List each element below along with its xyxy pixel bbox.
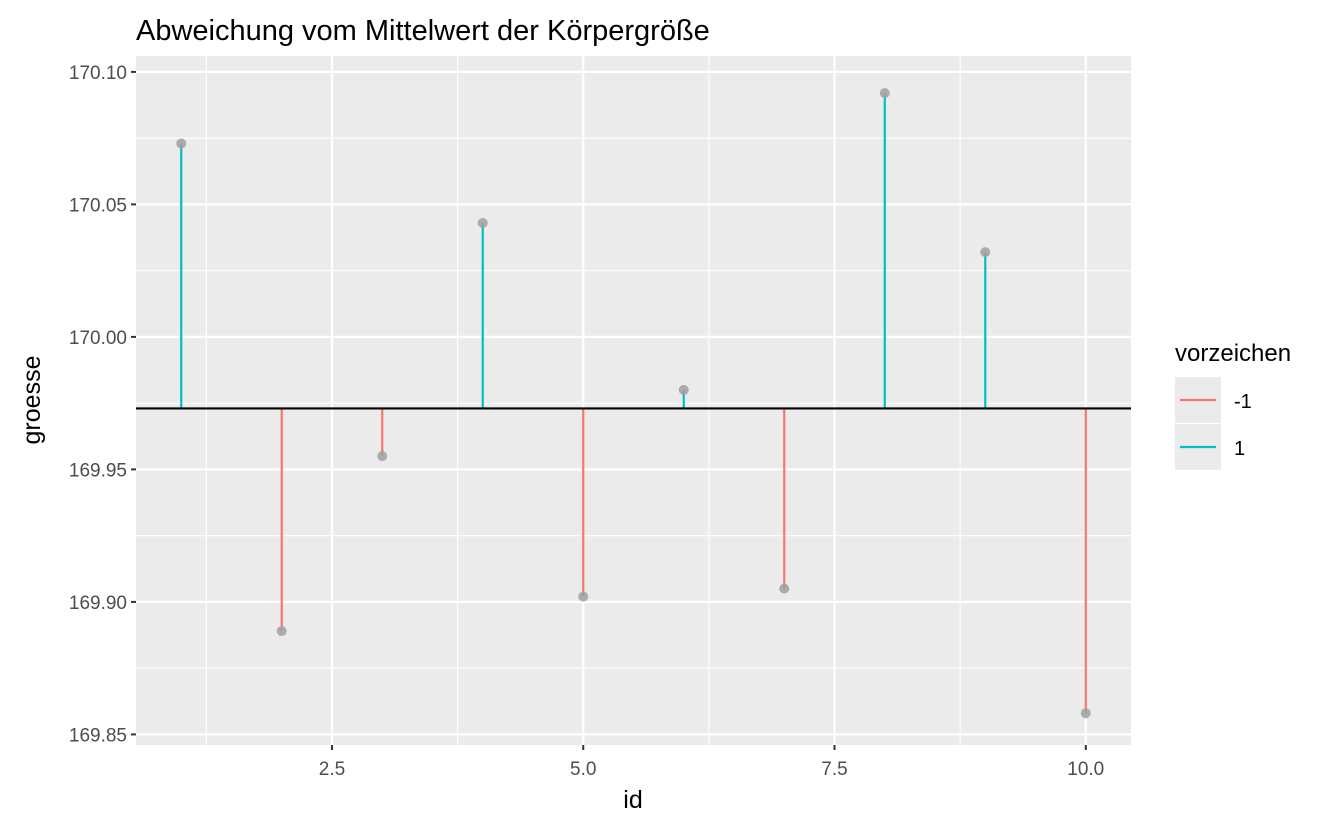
y-tick-label: 170.05 xyxy=(69,195,127,216)
data-point xyxy=(779,583,790,594)
y-axis-label: groesse xyxy=(18,356,46,445)
chart-title: Abweichung vom Mittelwert der Körpergröß… xyxy=(136,15,710,47)
axes: 2.5 5.0 7.5 10.0 169.85 169.90 169.95 170.00 170… xyxy=(69,63,1104,780)
grid xyxy=(136,56,1131,745)
y-tick-label: 169.95 xyxy=(69,460,127,481)
data-point xyxy=(980,247,991,258)
data-point xyxy=(477,217,488,228)
x-tick-label: 2.5 xyxy=(319,759,345,780)
data-point xyxy=(276,626,287,637)
legend: vorzeichen -1 1 xyxy=(1175,340,1291,470)
data-point xyxy=(176,138,187,149)
x-tick-label: 10.0 xyxy=(1067,759,1104,780)
marks xyxy=(136,88,1131,719)
x-tick-label: 7.5 xyxy=(821,759,847,780)
x-axis-label: id xyxy=(623,786,642,814)
legend-label-pos: 1 xyxy=(1234,438,1245,460)
plot-panel xyxy=(136,56,1131,745)
y-tick-label: 169.90 xyxy=(69,593,127,614)
data-point xyxy=(578,591,589,602)
data-point xyxy=(678,384,689,395)
x-tick-label: 5.0 xyxy=(570,759,596,780)
legend-title: vorzeichen xyxy=(1175,340,1291,367)
y-tick-label: 170.00 xyxy=(69,328,127,349)
data-point xyxy=(377,451,388,462)
data-point xyxy=(1080,708,1091,719)
legend-label-neg: -1 xyxy=(1234,391,1252,413)
data-point xyxy=(879,88,890,99)
y-tick-label: 170.10 xyxy=(69,63,127,84)
y-tick-label: 169.85 xyxy=(69,725,127,746)
